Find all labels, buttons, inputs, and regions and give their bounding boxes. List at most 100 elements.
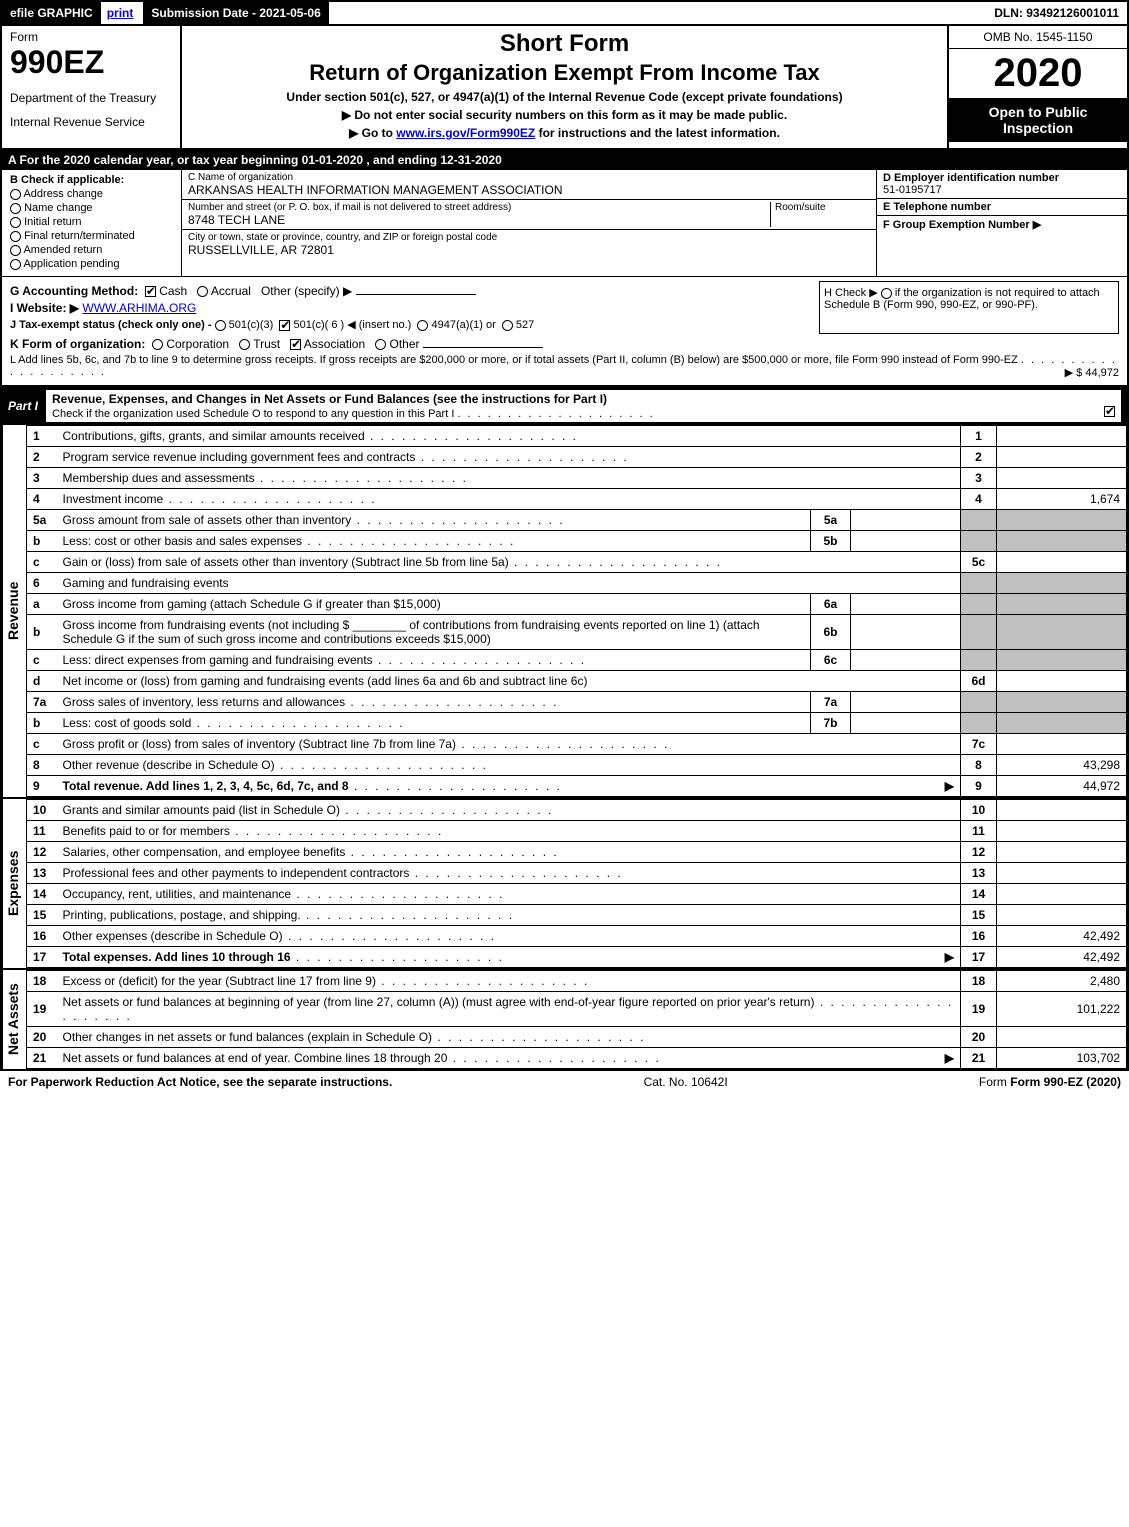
line-j: J Tax-exempt status (check only one) - 5… bbox=[10, 318, 819, 331]
form-ref: Form Form 990-EZ (2020) bbox=[979, 1075, 1121, 1089]
goto-line: ▶ Go to www.irs.gov/Form990EZ for instru… bbox=[190, 126, 939, 140]
chk-pending[interactable]: Application pending bbox=[10, 258, 173, 270]
chk-address[interactable]: Address change bbox=[10, 188, 173, 200]
box-def: D Employer identification number 51-0195… bbox=[877, 170, 1127, 276]
dln-label: DLN: 93492126001011 bbox=[986, 2, 1127, 24]
org-name-val: ARKANSAS HEALTH INFORMATION MANAGEMENT A… bbox=[188, 183, 870, 197]
row-6a: aGross income from gaming (attach Schedu… bbox=[27, 594, 1127, 615]
website-link[interactable]: WWW.ARHIMA.ORG bbox=[82, 301, 196, 315]
netassets-table: 18Excess or (deficit) for the year (Subt… bbox=[26, 970, 1127, 1069]
street-field: Number and street (or P. O. box, if mail… bbox=[182, 200, 876, 230]
i-label: I Website: ▶ bbox=[10, 301, 79, 315]
k-other-radio[interactable] bbox=[375, 339, 386, 350]
row-11: 11Benefits paid to or for members11 bbox=[27, 821, 1127, 842]
expenses-table: 10Grants and similar amounts paid (list … bbox=[26, 799, 1127, 968]
dept-irs: Internal Revenue Service bbox=[10, 115, 172, 129]
k-assoc-check[interactable] bbox=[290, 339, 301, 350]
group-caption: F Group Exemption Number ▶ bbox=[883, 218, 1121, 231]
form-word: Form bbox=[10, 30, 172, 44]
row-19: 19Net assets or fund balances at beginni… bbox=[27, 992, 1127, 1027]
row-15: 15Printing, publications, postage, and s… bbox=[27, 905, 1127, 926]
efile-label: efile GRAPHIC bbox=[2, 2, 101, 24]
city-val: RUSSELLVILLE, AR 72801 bbox=[188, 243, 870, 257]
row-14: 14Occupancy, rent, utilities, and mainte… bbox=[27, 884, 1127, 905]
row-9: 9Total revenue. Add lines 1, 2, 3, 4, 5c… bbox=[27, 776, 1127, 797]
row-12: 12Salaries, other compensation, and empl… bbox=[27, 842, 1127, 863]
netassets-side-label: Net Assets bbox=[2, 970, 26, 1069]
box-h: H Check ▶ if the organization is not req… bbox=[819, 281, 1119, 334]
j-501c-check[interactable] bbox=[279, 320, 290, 331]
row-6b: bGross income from fundraising events (n… bbox=[27, 615, 1127, 650]
expenses-side-label: Expenses bbox=[2, 799, 26, 968]
part1-label: Part I bbox=[8, 399, 46, 413]
part1-schedo-check[interactable] bbox=[1104, 406, 1115, 417]
city-caption: City or town, state or province, country… bbox=[188, 232, 870, 243]
header-right: OMB No. 1545-1150 2020 Open to Public In… bbox=[947, 26, 1127, 148]
netassets-section: Net Assets 18Excess or (deficit) for the… bbox=[0, 970, 1129, 1071]
info-grid: B Check if applicable: Address change Na… bbox=[0, 170, 1129, 276]
row-5a: 5aGross amount from sale of assets other… bbox=[27, 510, 1127, 531]
org-name-field: C Name of organization ARKANSAS HEALTH I… bbox=[182, 170, 876, 200]
g-other-input[interactable] bbox=[356, 294, 476, 295]
j-label: J Tax-exempt status (check only one) - bbox=[10, 319, 215, 331]
street-val: 8748 TECH LANE bbox=[188, 213, 770, 227]
print-link-wrap: print bbox=[101, 6, 140, 20]
chk-final[interactable]: Final return/terminated bbox=[10, 230, 173, 242]
row-5c: cGain or (loss) from sale of assets othe… bbox=[27, 552, 1127, 573]
g-cash-check[interactable] bbox=[145, 286, 156, 297]
j-527-radio[interactable] bbox=[502, 320, 513, 331]
dept-treasury: Department of the Treasury bbox=[10, 91, 172, 105]
j-4947-radio[interactable] bbox=[417, 320, 428, 331]
row-3: 3Membership dues and assessments3 bbox=[27, 468, 1127, 489]
k-label: K Form of organization: bbox=[10, 337, 145, 351]
under-section: Under section 501(c), 527, or 4947(a)(1)… bbox=[190, 90, 939, 104]
k-trust-radio[interactable] bbox=[239, 339, 250, 350]
row-6: 6Gaming and fundraising events bbox=[27, 573, 1127, 594]
omb-number: OMB No. 1545-1150 bbox=[949, 26, 1127, 49]
row-7b: bLess: cost of goods sold7b bbox=[27, 713, 1127, 734]
row-13: 13Professional fees and other payments t… bbox=[27, 863, 1127, 884]
open-inspection: Open to Public Inspection bbox=[949, 98, 1127, 142]
return-title: Return of Organization Exempt From Incom… bbox=[190, 60, 939, 86]
row-6d: dNet income or (loss) from gaming and fu… bbox=[27, 671, 1127, 692]
chk-name[interactable]: Name change bbox=[10, 202, 173, 214]
line-l: L Add lines 5b, 6c, and 7b to line 9 to … bbox=[10, 354, 1119, 378]
goto-link[interactable]: www.irs.gov/Form990EZ bbox=[396, 126, 535, 140]
h-check[interactable] bbox=[881, 288, 892, 299]
g-accrual-radio[interactable] bbox=[197, 286, 208, 297]
print-link[interactable]: print bbox=[101, 6, 140, 20]
k-corp-radio[interactable] bbox=[152, 339, 163, 350]
box-c: C Name of organization ARKANSAS HEALTH I… bbox=[182, 170, 877, 276]
part1-checkline: Check if the organization used Schedule … bbox=[52, 408, 655, 420]
period-bar: A For the 2020 calendar year, or tax yea… bbox=[0, 150, 1129, 170]
row-7a: 7aGross sales of inventory, less returns… bbox=[27, 692, 1127, 713]
h-pre: H Check ▶ bbox=[824, 287, 881, 299]
expenses-section: Expenses 10Grants and similar amounts pa… bbox=[0, 799, 1129, 970]
tel-caption: E Telephone number bbox=[883, 201, 1121, 213]
revenue-section: Revenue 1Contributions, gifts, grants, a… bbox=[0, 425, 1129, 799]
row-5b: bLess: cost or other basis and sales exp… bbox=[27, 531, 1127, 552]
chk-amended[interactable]: Amended return bbox=[10, 244, 173, 256]
row-16: 16Other expenses (describe in Schedule O… bbox=[27, 926, 1127, 947]
ein-caption: D Employer identification number bbox=[883, 172, 1121, 184]
cat-no: Cat. No. 10642I bbox=[644, 1075, 728, 1089]
revenue-table: 1Contributions, gifts, grants, and simil… bbox=[26, 425, 1127, 797]
chk-initial[interactable]: Initial return bbox=[10, 216, 173, 228]
row-2: 2Program service revenue including gover… bbox=[27, 447, 1127, 468]
line-g: G Accounting Method: Cash Accrual Other … bbox=[10, 284, 819, 298]
footer: For Paperwork Reduction Act Notice, see … bbox=[0, 1071, 1129, 1093]
city-field: City or town, state or province, country… bbox=[182, 230, 876, 259]
j-501c3-radio[interactable] bbox=[215, 320, 226, 331]
ssn-warning: ▶ Do not enter social security numbers o… bbox=[190, 108, 939, 122]
box-b-title: B Check if applicable: bbox=[10, 174, 173, 186]
middle-block: G Accounting Method: Cash Accrual Other … bbox=[0, 276, 1129, 387]
box-b: B Check if applicable: Address change Na… bbox=[2, 170, 182, 276]
header-left: Form 990EZ Department of the Treasury In… bbox=[2, 26, 182, 148]
goto-post: for instructions and the latest informat… bbox=[539, 126, 780, 140]
street-caption: Number and street (or P. O. box, if mail… bbox=[188, 202, 770, 213]
row-10: 10Grants and similar amounts paid (list … bbox=[27, 800, 1127, 821]
row-8: 8Other revenue (describe in Schedule O)8… bbox=[27, 755, 1127, 776]
row-18: 18Excess or (deficit) for the year (Subt… bbox=[27, 971, 1127, 992]
room-caption: Room/suite bbox=[775, 202, 870, 213]
row-6c: cLess: direct expenses from gaming and f… bbox=[27, 650, 1127, 671]
